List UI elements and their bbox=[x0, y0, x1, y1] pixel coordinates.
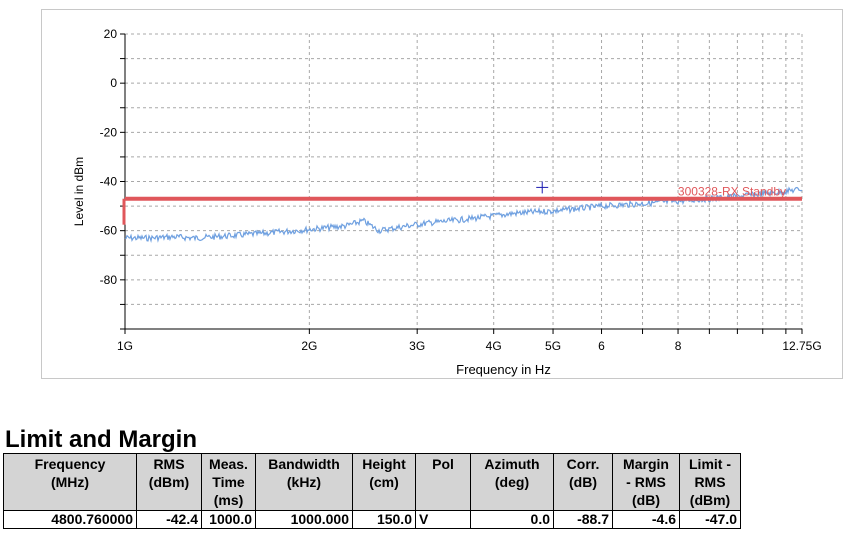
col-header-corr: Corr. (dB) bbox=[553, 453, 613, 511]
x-tick-label: 8 bbox=[675, 339, 682, 353]
x-tick-label: 1G bbox=[117, 339, 133, 353]
col-header-margin: Margin - RMS (dB) bbox=[612, 453, 680, 511]
col-header-meas-time: Meas. Time (ms) bbox=[201, 453, 256, 511]
x-tick-label: 12.75G bbox=[782, 339, 821, 353]
y-tick-label: 20 bbox=[104, 27, 118, 41]
cell-limit: -47.0 bbox=[679, 510, 741, 529]
cell-bandwidth: 1000.000 bbox=[255, 510, 353, 529]
emission-chart: 20 0 -20 -40 -60 -80 1G 2G 3G 4G 5G 6 8 12.75G Frequen… bbox=[72, 27, 822, 377]
trace-line bbox=[124, 186, 803, 243]
col-header-rms: RMS (dBm) bbox=[136, 453, 202, 511]
x-tick-label: 4G bbox=[486, 339, 502, 353]
x-tick-label: 2G bbox=[301, 339, 317, 353]
x-tick-label: 6 bbox=[598, 339, 605, 353]
table-header-row: Frequency (MHz) RMS (dBm) Meas. Time (ms… bbox=[3, 453, 741, 511]
limit-margin-table: Frequency (MHz) RMS (dBm) Meas. Time (ms… bbox=[3, 453, 741, 529]
y-tick-label: 0 bbox=[110, 76, 117, 90]
cell-height: 150.0 bbox=[352, 510, 416, 529]
cell-frequency: 4800.760000 bbox=[3, 510, 137, 529]
y-axis-label: Level in dBm bbox=[72, 157, 86, 226]
col-header-azimuth: Azimuth (deg) bbox=[470, 453, 554, 511]
cell-corr: -88.7 bbox=[553, 510, 613, 529]
cell-pol: V bbox=[415, 510, 471, 529]
x-tick-label: 3G bbox=[409, 339, 425, 353]
x-axis-label: Frequency in Hz bbox=[456, 362, 551, 377]
table-row: 4800.760000 -42.4 1000.0 1000.000 150.0 … bbox=[3, 510, 741, 529]
limit-line-label: 300328-RX Standby bbox=[678, 185, 786, 199]
col-header-height: Height (cm) bbox=[352, 453, 416, 511]
col-header-limit: Limit - RMS (dBm) bbox=[679, 453, 741, 511]
cell-margin: -4.6 bbox=[612, 510, 680, 529]
y-tick-label: -60 bbox=[100, 224, 118, 238]
col-header-frequency: Frequency (MHz) bbox=[3, 453, 137, 511]
section-title: Limit and Margin bbox=[5, 426, 197, 453]
cell-meas-time: 1000.0 bbox=[201, 510, 256, 529]
cell-azimuth: 0.0 bbox=[470, 510, 554, 529]
x-tick-label: 5G bbox=[545, 339, 561, 353]
y-tick-label: -40 bbox=[100, 175, 118, 189]
col-header-bandwidth: Bandwidth (kHz) bbox=[255, 453, 353, 511]
y-tick-label: -80 bbox=[100, 273, 118, 287]
cell-rms: -42.4 bbox=[136, 510, 202, 529]
chart-frame: 20 0 -20 -40 -60 -80 1G 2G 3G 4G 5G 6 8 12.75G Frequen… bbox=[41, 9, 843, 379]
y-tick-label: -20 bbox=[100, 125, 118, 139]
col-header-pol: Pol bbox=[415, 453, 471, 511]
